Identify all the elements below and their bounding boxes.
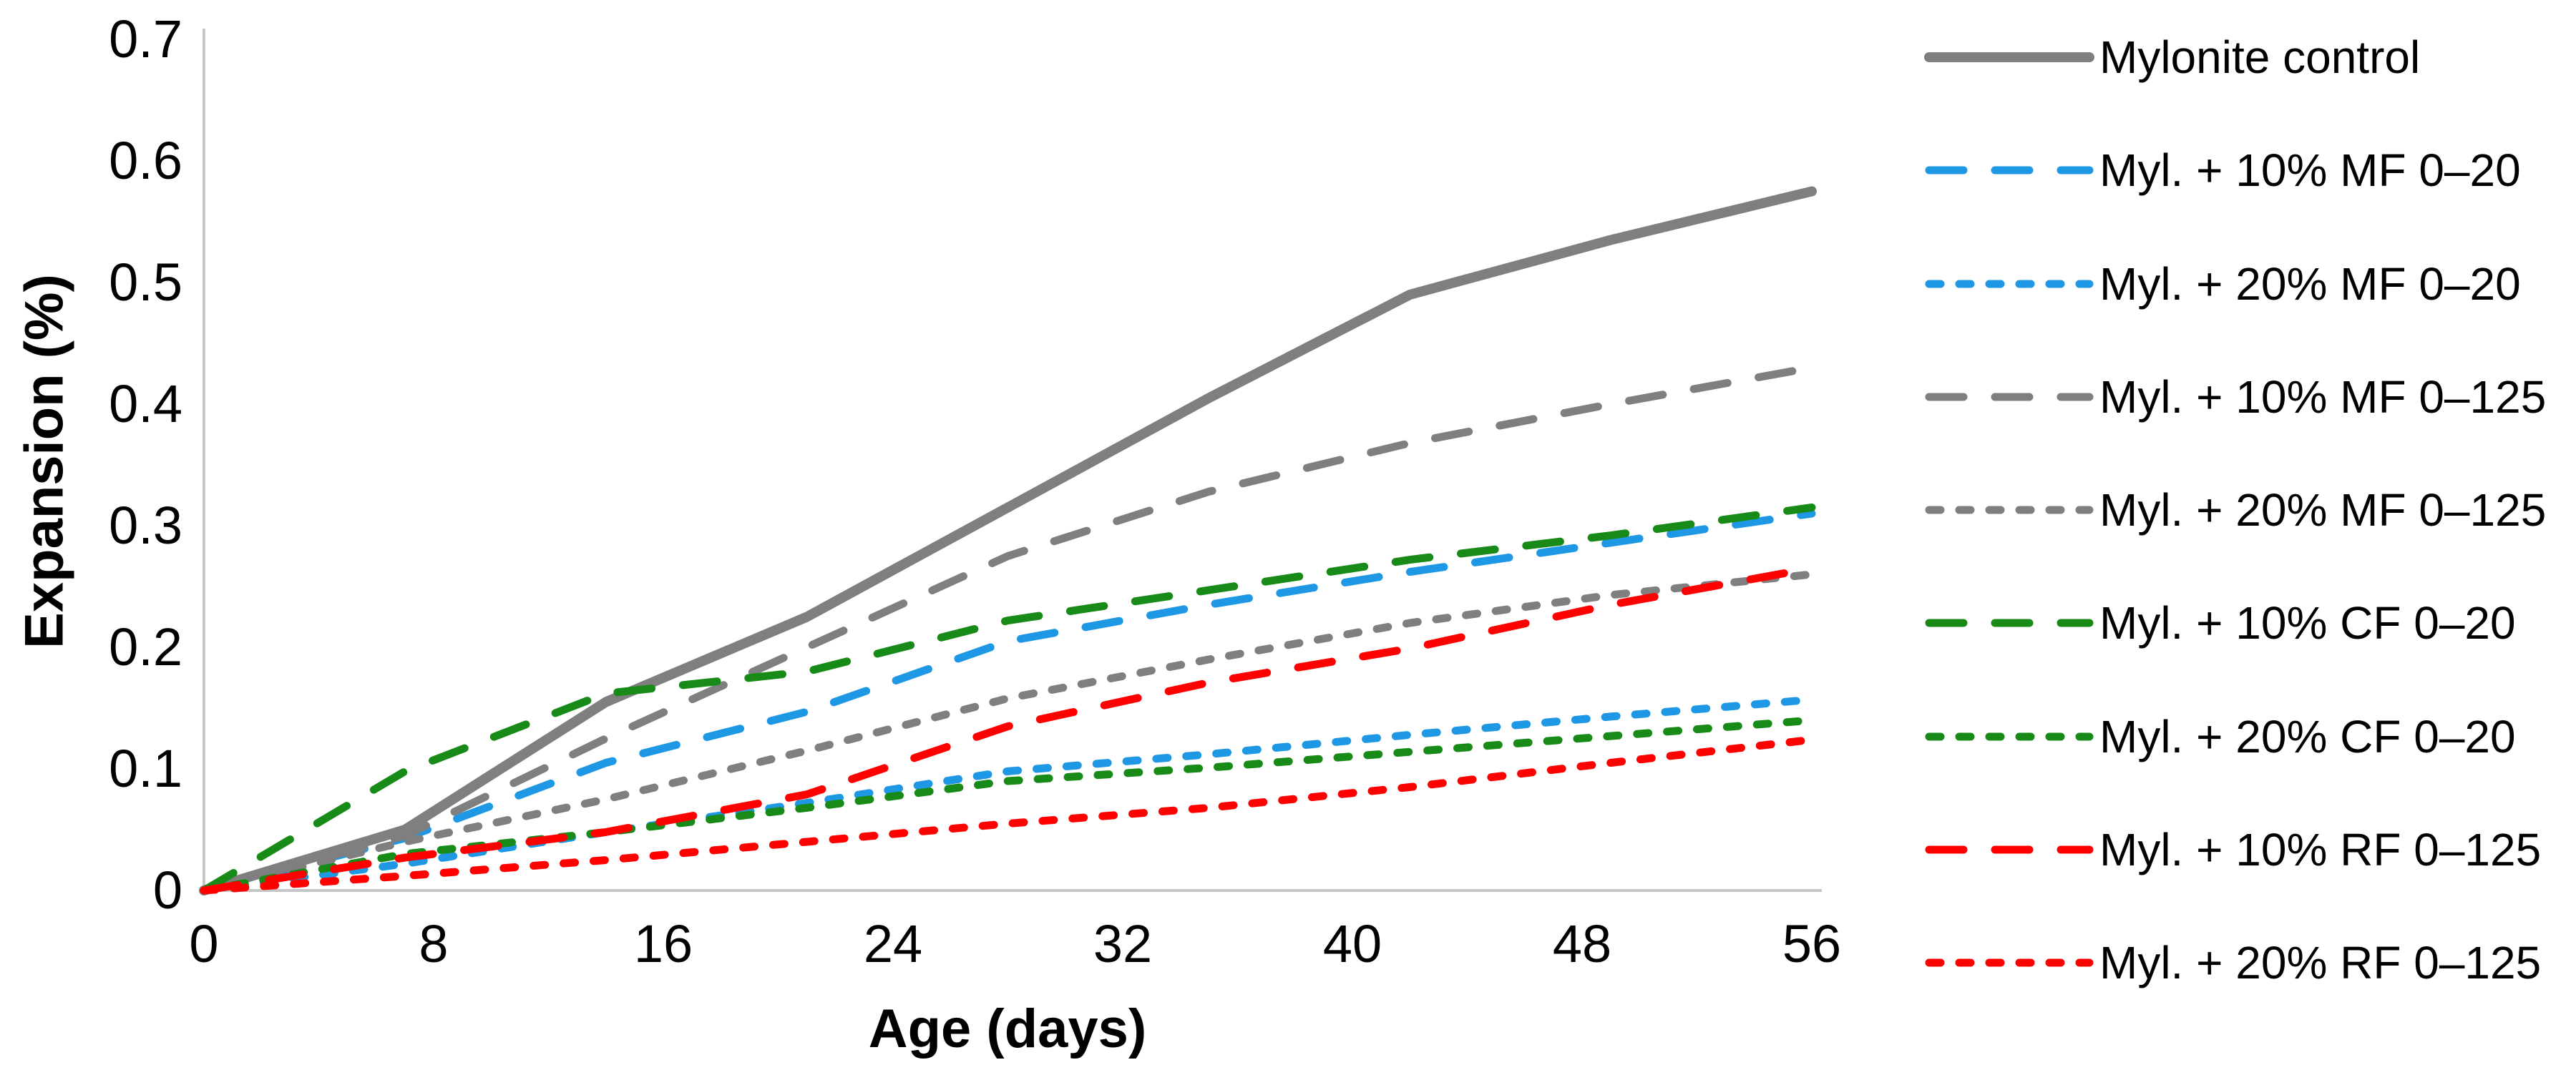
legend-label: Myl. + 10% MF 0–125 [2099, 370, 2547, 423]
legend-item-myl-20-rf-0-125: Myl. + 20% RF 0–125 [1923, 940, 2546, 986]
legend-label: Myl. + 20% MF 0–20 [2099, 257, 2521, 310]
y-tick-label: 0.6 [109, 131, 182, 190]
legend-item-myl-10-cf-0-20: Myl. + 10% CF 0–20 [1923, 600, 2546, 646]
y-tick-label: 0 [152, 860, 182, 920]
legend-line-swatch [1925, 393, 2094, 401]
x-tick-label: 48 [1552, 914, 1612, 973]
series-line-myl-20-mf-0-125 [200, 570, 1816, 895]
legend: Mylonite control Myl. + 10% MF 0–20 Myl. +… [1923, 34, 2546, 986]
y-axis-title: Expansion (%) [14, 274, 75, 649]
legend-label: Mylonite control [2099, 31, 2421, 83]
legend-line-swatch [1925, 166, 2094, 175]
legend-label: Myl. + 10% RF 0–125 [2099, 823, 2542, 875]
x-tick-label: 16 [633, 914, 693, 973]
legend-label: Myl. + 20% RF 0–125 [2099, 937, 2542, 988]
x-tick-label: 0 [189, 914, 219, 973]
legend-line-swatch [1924, 52, 2094, 62]
series-line-myl-10-mf-0-125 [200, 363, 1816, 895]
legend-item-myl-20-cf-0-20: Myl. + 20% CF 0–20 [1923, 714, 2546, 760]
legend-line-swatch [1925, 280, 2094, 288]
x-tick-label: 8 [419, 914, 449, 973]
series-line-myl-20-mf-0-20 [200, 695, 1816, 895]
legend-line-swatch [1925, 506, 2094, 514]
y-tick-label: 0.5 [109, 252, 182, 312]
legend-label: Myl. + 10% MF 0–20 [2099, 144, 2521, 197]
series-line-mylonite-control [199, 186, 1817, 895]
y-tick-label: 0.3 [109, 496, 182, 555]
x-tick-label: 56 [1782, 914, 1842, 973]
legend-line-swatch [1925, 619, 2094, 627]
y-tick-label: 0.2 [109, 617, 182, 677]
legend-line-swatch [1925, 845, 2094, 854]
legend-label: Myl. + 10% CF 0–20 [2099, 597, 2516, 649]
legend-item-myl-10-rf-0-125: Myl. + 10% RF 0–125 [1923, 827, 2546, 873]
legend-item-myl-20-mf-0-125: Myl. + 20% MF 0–125 [1923, 487, 2546, 533]
y-tick-label: 0.7 [109, 9, 182, 69]
legend-line-swatch [1925, 958, 2094, 967]
legend-item-mylonite-control: Mylonite control [1923, 34, 2546, 80]
legend-item-myl-20-mf-0-20: Myl. + 20% MF 0–20 [1923, 261, 2546, 307]
series-line-myl-20-rf-0-125 [200, 735, 1816, 895]
series-line-myl-10-cf-0-20 [200, 504, 1816, 895]
x-axis-title: Age (days) [868, 998, 1147, 1059]
y-tick-label: 0.4 [109, 374, 182, 433]
x-tick-label: 40 [1322, 914, 1382, 973]
series-line-myl-10-mf-0-20 [200, 509, 1816, 895]
legend-line-swatch [1925, 732, 2094, 740]
series-line-myl-10-rf-0-125 [200, 564, 1816, 895]
legend-label: Myl. + 20% MF 0–125 [2099, 484, 2547, 536]
legend-item-myl-10-mf-0-125: Myl. + 10% MF 0–125 [1923, 374, 2546, 420]
x-tick-label: 24 [863, 914, 923, 973]
legend-label: Myl. + 20% CF 0–20 [2099, 710, 2516, 762]
y-tick-label: 0.1 [109, 739, 182, 798]
legend-item-myl-10-mf-0-20: Myl. + 10% MF 0–20 [1923, 147, 2546, 193]
x-tick-label: 32 [1093, 914, 1153, 973]
